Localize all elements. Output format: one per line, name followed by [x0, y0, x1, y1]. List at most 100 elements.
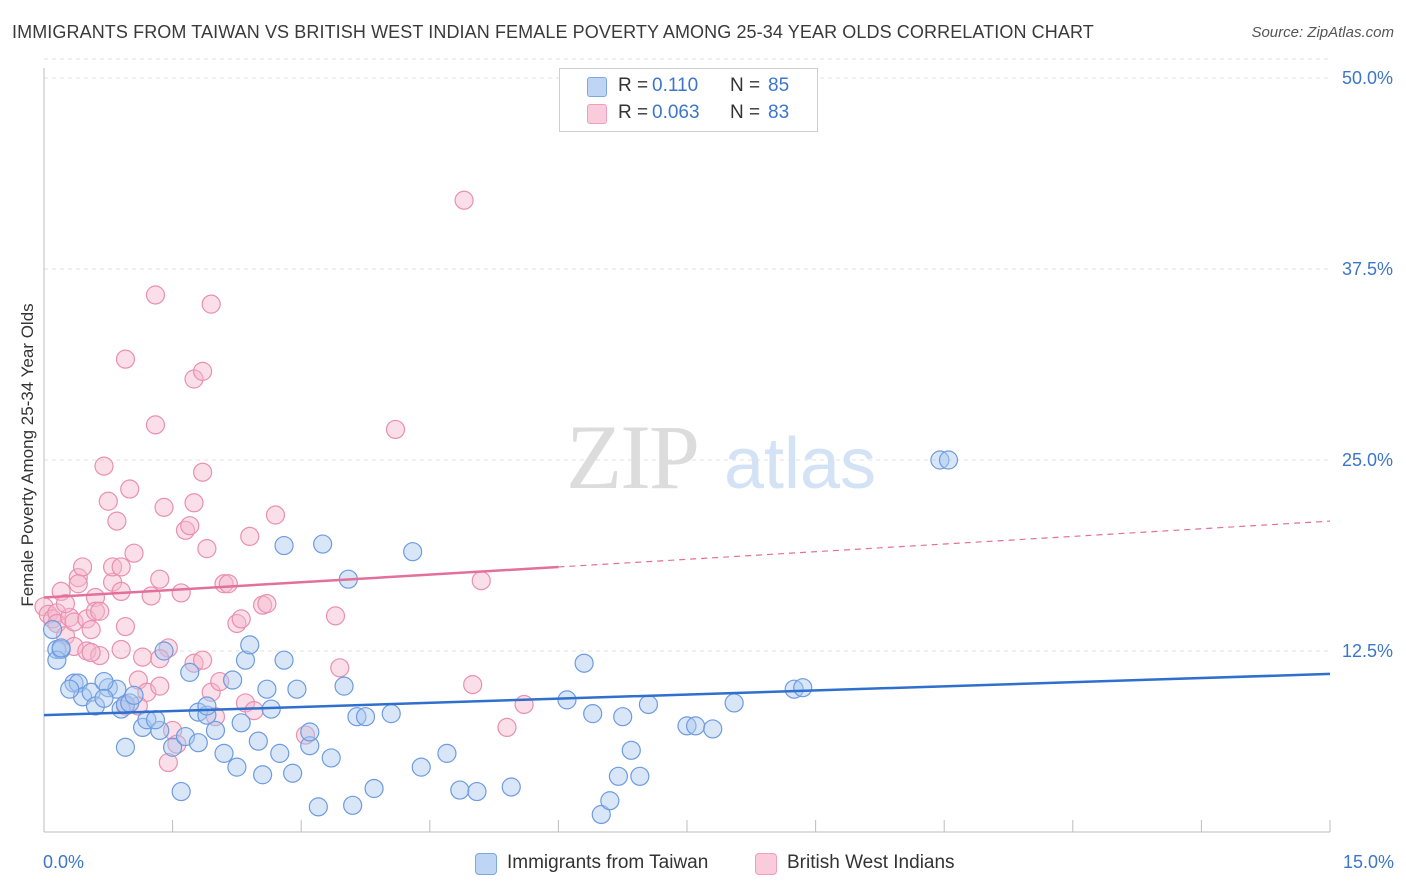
taiwan-point-26	[180, 662, 200, 682]
taiwan-point-83	[51, 638, 71, 658]
bwi-point-71	[514, 694, 534, 715]
bwi-point-73	[201, 294, 221, 314]
bwi-point-23	[107, 511, 127, 531]
taiwan-point-76	[685, 716, 706, 736]
taiwan-point-50	[313, 534, 333, 554]
bwi-point-82	[55, 594, 76, 614]
taiwan-point-31	[188, 733, 208, 753]
bwi-point-54	[218, 574, 238, 594]
taiwan-point-14	[94, 688, 114, 708]
taiwan-point-84	[60, 679, 80, 699]
bwi-point-76	[68, 574, 88, 594]
bwi-point-36	[150, 676, 170, 696]
legend-n-label: N =	[730, 75, 761, 96]
bwi-point-29	[124, 543, 144, 563]
taiwan-point-13	[94, 671, 114, 692]
bwi-point-18	[90, 601, 110, 621]
taiwan-point-25	[154, 641, 174, 661]
bwi-point-14	[81, 620, 101, 640]
taiwan-trend-line	[43, 672, 1331, 717]
taiwan-point-61	[437, 743, 457, 763]
taiwan-point-48	[300, 722, 320, 742]
legend-r-label: R =	[618, 102, 649, 123]
bwi-point-65	[330, 658, 350, 678]
x-tick-label-min: 0.0%	[43, 852, 85, 872]
bwi-point-45	[184, 493, 204, 513]
legend-swatch-british-west-indians	[587, 104, 607, 124]
taiwan-point-45	[283, 763, 303, 783]
legend-n-label: N =	[730, 102, 761, 123]
taiwan-point-68	[591, 804, 611, 825]
taiwan-point-67	[583, 704, 603, 724]
bwi-point-11	[72, 557, 93, 577]
chart-title: IMMIGRANTS FROM TAIWAN VS BRITISH WEST I…	[12, 22, 1094, 42]
taiwan-point-32	[214, 743, 234, 763]
taiwan-point-71	[613, 707, 633, 727]
taiwan-point-72	[621, 740, 641, 760]
taiwan-point-33	[223, 670, 243, 690]
bwi-point-31	[132, 647, 153, 667]
bwi-point-68	[463, 675, 483, 695]
taiwan-point-77	[703, 719, 723, 739]
taiwan-point-58	[381, 704, 401, 724]
bwi-point-19	[94, 456, 114, 476]
watermark-zip: ZIP	[566, 406, 698, 508]
legend: R = 0.110 N = 85 R = 0.063 N = 83	[559, 68, 818, 132]
taiwan-point-54	[343, 795, 363, 815]
taiwan-point-60	[411, 757, 431, 777]
taiwan-point-34	[227, 757, 247, 777]
bwi-point-72	[145, 285, 166, 305]
y-tick-label-2: 37.5%	[1342, 259, 1393, 279]
bwi-point-59	[244, 700, 264, 721]
taiwan-point-16	[124, 685, 144, 705]
taiwan-point-82	[938, 450, 959, 470]
bwi-trend-line	[43, 565, 559, 599]
taiwan-point-66	[574, 653, 594, 673]
taiwan-point-43	[274, 535, 294, 556]
bwi-point-78	[111, 639, 131, 660]
taiwan-point-36	[235, 650, 256, 670]
bwi-point-28	[120, 479, 140, 499]
bwi-point-44	[180, 516, 200, 536]
taiwan-point-38	[248, 731, 268, 751]
taiwan-point-39	[253, 765, 273, 785]
y-tick-label-3: 50.0%	[1342, 68, 1393, 88]
bwi-point-77	[81, 642, 101, 663]
y-tick-label-1: 25.0%	[1342, 450, 1393, 470]
legend-swatch-taiwan	[587, 77, 607, 97]
bottom-legend-swatch-taiwan	[475, 853, 497, 875]
x-tick-label-max: 15.0%	[1342, 852, 1394, 872]
bwi-point-58	[240, 526, 260, 547]
legend-r-label: R =	[618, 75, 649, 96]
taiwan-point-80	[793, 678, 813, 698]
bwi-point-47	[193, 462, 213, 482]
bwi-point-37	[154, 497, 174, 517]
bwi-point-34	[145, 415, 166, 435]
bwi-point-74	[115, 349, 136, 369]
bwi-point-66	[385, 419, 406, 440]
taiwan-point-42	[270, 743, 290, 763]
taiwan-point-37	[240, 635, 260, 655]
taiwan-point-65	[557, 690, 577, 710]
taiwan-point-3	[47, 650, 67, 670]
gridlines	[44, 58, 1330, 652]
taiwan-point-47	[300, 736, 320, 756]
taiwan-point-74	[638, 694, 659, 715]
bwi-point-10	[68, 568, 88, 588]
legend-n-value: 83	[768, 102, 790, 123]
bwi-point-38	[158, 752, 178, 773]
legend-r-value: 0.110	[652, 75, 699, 96]
taiwan-point-70	[608, 766, 629, 786]
bwi-point-25	[111, 557, 131, 577]
taiwan-point-62	[450, 780, 470, 800]
bwi-point-49	[197, 539, 217, 559]
y-tick-label-0: 12.5%	[1342, 641, 1393, 661]
taiwan-point-19	[115, 737, 136, 757]
watermark-atlas: atlas	[724, 424, 876, 504]
bwi-point-16	[85, 601, 106, 621]
bottom-legend-swatch-british-west-indians	[755, 853, 777, 875]
series-immigrants-from-taiwan	[42, 450, 959, 825]
taiwan-point-59	[403, 542, 423, 562]
taiwan-point-69	[600, 791, 620, 811]
bwi-point-20	[98, 491, 118, 511]
